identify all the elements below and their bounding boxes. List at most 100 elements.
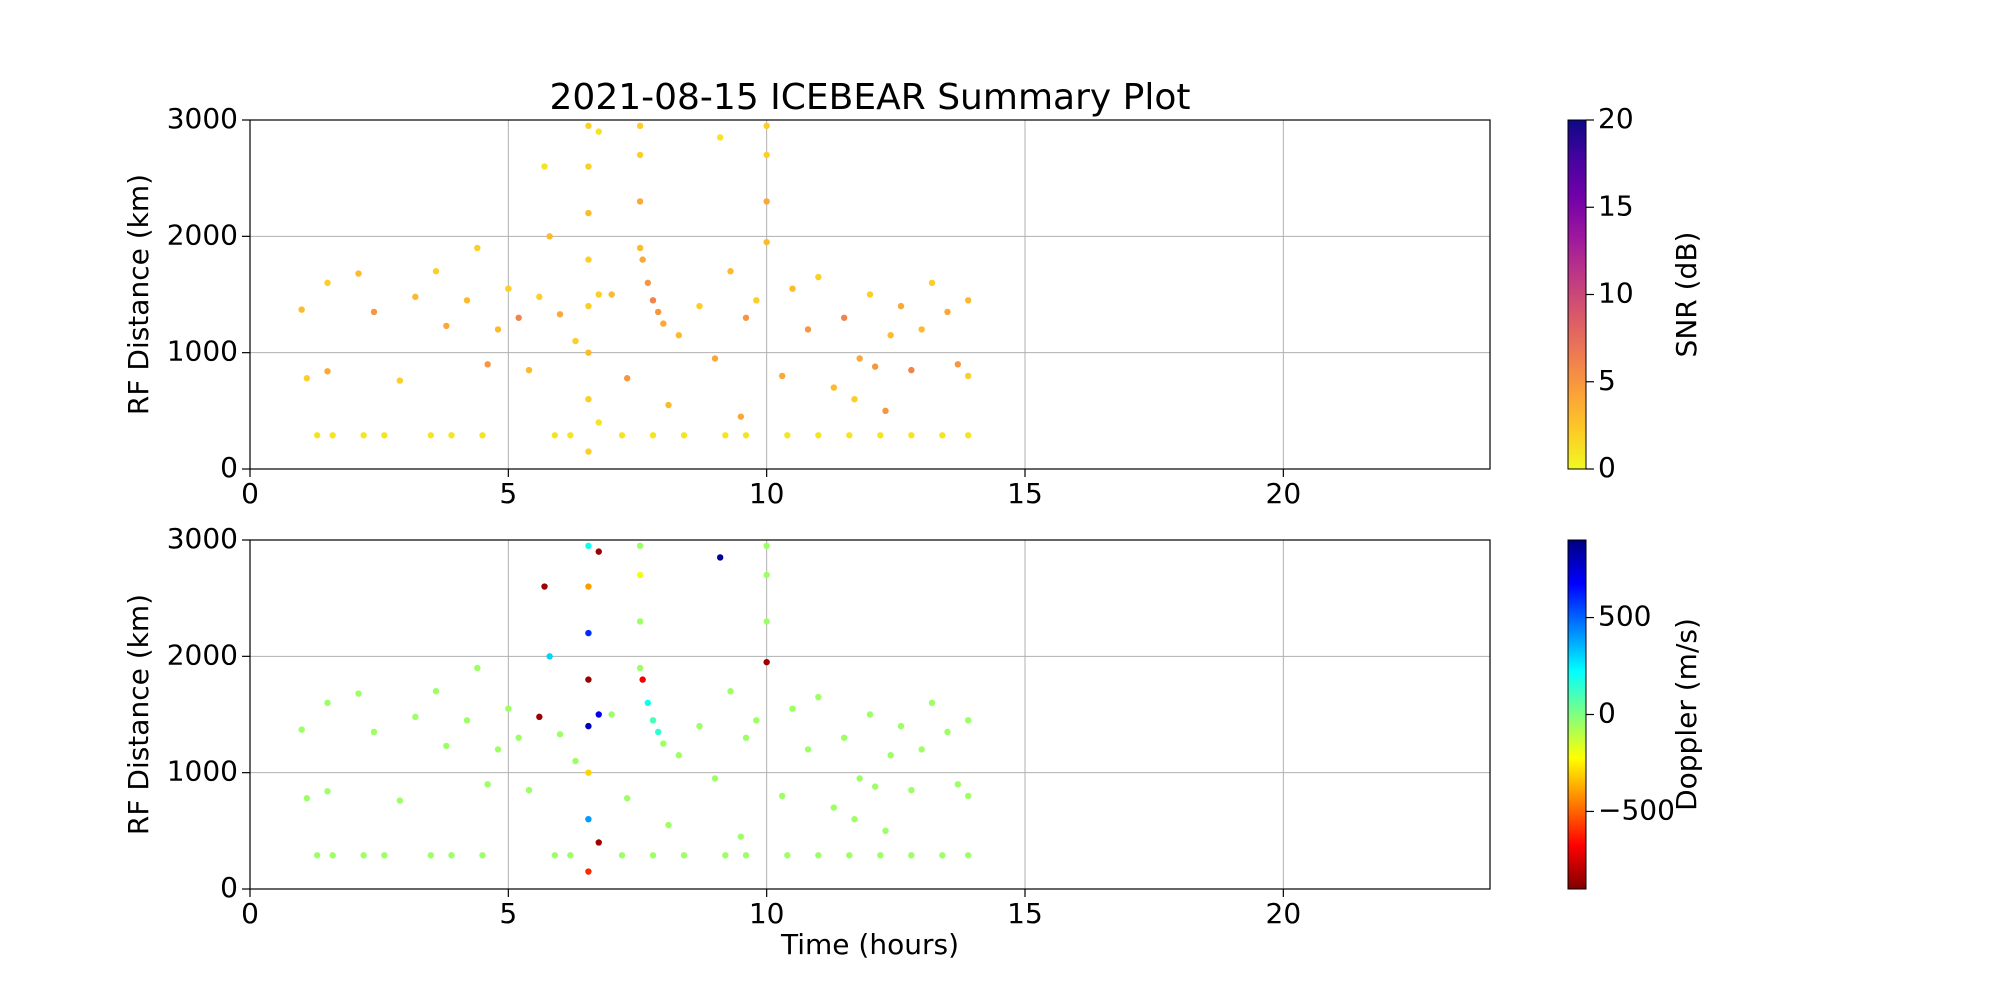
scatter-point (908, 786, 915, 794)
scatter-point (585, 676, 592, 683)
scatter-point (696, 722, 703, 730)
scatter-point (675, 332, 683, 339)
scatter-point (856, 355, 863, 362)
scatter-point (412, 293, 419, 301)
scatter-point (494, 746, 502, 753)
scatter-point (789, 705, 796, 712)
scatter-point (595, 839, 602, 846)
y-tick-label: 2000 (167, 638, 238, 671)
scatter-point (727, 688, 734, 695)
scatter-point (636, 571, 644, 579)
scatter-point (303, 795, 311, 802)
scatter-point (964, 717, 972, 724)
scatter-point (360, 432, 367, 439)
scatter-point (680, 432, 688, 439)
scatter-point (585, 302, 592, 310)
scatter-point (742, 432, 750, 439)
scatter-point (851, 396, 858, 403)
scatter-point (536, 293, 543, 301)
scatter-point (636, 198, 644, 205)
scatter-point (882, 827, 889, 835)
scatter-point (324, 368, 331, 375)
scatter-point (479, 432, 486, 439)
scatter-point (494, 326, 502, 333)
scatter-point (525, 786, 533, 794)
scatter-point (665, 821, 672, 829)
scatter-point (727, 268, 734, 275)
scatter-point (753, 297, 760, 304)
scatter-point (866, 711, 874, 718)
x-tick-label: 15 (1007, 897, 1043, 930)
scatter-point (313, 432, 321, 439)
scatter-point (722, 852, 729, 859)
scatter-point (556, 311, 564, 318)
y-tick-label: 1000 (167, 335, 238, 368)
scatter-point (778, 792, 786, 800)
scatter-point (866, 291, 874, 298)
scatter-point (918, 746, 925, 753)
scatter-point (536, 713, 543, 721)
plot-frame (249, 119, 1491, 470)
scatter-point (585, 209, 592, 217)
scatter-point (654, 308, 662, 316)
scatter-point (928, 699, 936, 707)
scatter-point (396, 797, 404, 804)
scatter-point (572, 757, 579, 765)
scatter-point (556, 731, 564, 738)
scatter-point (763, 238, 770, 246)
scatter-point (324, 699, 331, 707)
scatter-point (649, 297, 657, 304)
scatter-point (846, 852, 853, 859)
scatter-point (815, 852, 822, 859)
colorbar-tick-label: 15 (1598, 189, 1634, 222)
scatter-point (716, 134, 724, 141)
scatter-point (908, 432, 915, 439)
scatter-point (804, 326, 812, 333)
scatter-point (484, 781, 491, 788)
scatter-point (851, 816, 858, 823)
scatter-point (887, 752, 894, 759)
scatter-point (324, 788, 331, 795)
scatter-point (871, 363, 879, 370)
scatter-point (964, 432, 972, 439)
scatter-point (585, 542, 592, 550)
scatter-point (463, 717, 471, 724)
scatter-point (815, 273, 822, 281)
scatter-point (639, 676, 646, 683)
scatter-point (443, 322, 450, 330)
x-tick-label: 20 (1266, 897, 1302, 930)
scatter-point (830, 384, 838, 391)
scatter-point (636, 542, 644, 550)
scatter-point (964, 372, 972, 380)
scatter-point (313, 852, 321, 859)
scatter-point (484, 361, 491, 368)
scatter-point (954, 361, 962, 368)
scatter-point (572, 337, 579, 345)
scatter-point (897, 302, 905, 310)
scatter-point (329, 852, 336, 859)
scatter-point (680, 852, 688, 859)
x-tick-label: 0 (241, 897, 259, 930)
scatter-point (618, 852, 626, 859)
scatter-point (595, 548, 602, 555)
scatter-point (585, 868, 592, 875)
scatter-point (737, 413, 745, 420)
colorbar-tick-label: 500 (1598, 600, 1651, 633)
scatter-point (448, 852, 455, 859)
scatter-point (370, 308, 378, 316)
x-tick-label: 10 (749, 477, 785, 510)
scatter-point (515, 734, 522, 741)
x-tick-label: 5 (499, 477, 517, 510)
y-axis-label: RF Distance (km) (122, 174, 155, 415)
scatter-point (636, 618, 644, 625)
scatter-point (585, 163, 592, 170)
scatter-point (778, 372, 786, 380)
scatter-point (742, 734, 750, 741)
scatter-point (964, 297, 972, 304)
scatter-point (649, 717, 657, 724)
scatter-point (448, 432, 455, 439)
scatter-point (432, 268, 440, 275)
colorbar (1567, 119, 1587, 470)
scatter-point (644, 279, 652, 287)
scatter-point (551, 432, 559, 439)
